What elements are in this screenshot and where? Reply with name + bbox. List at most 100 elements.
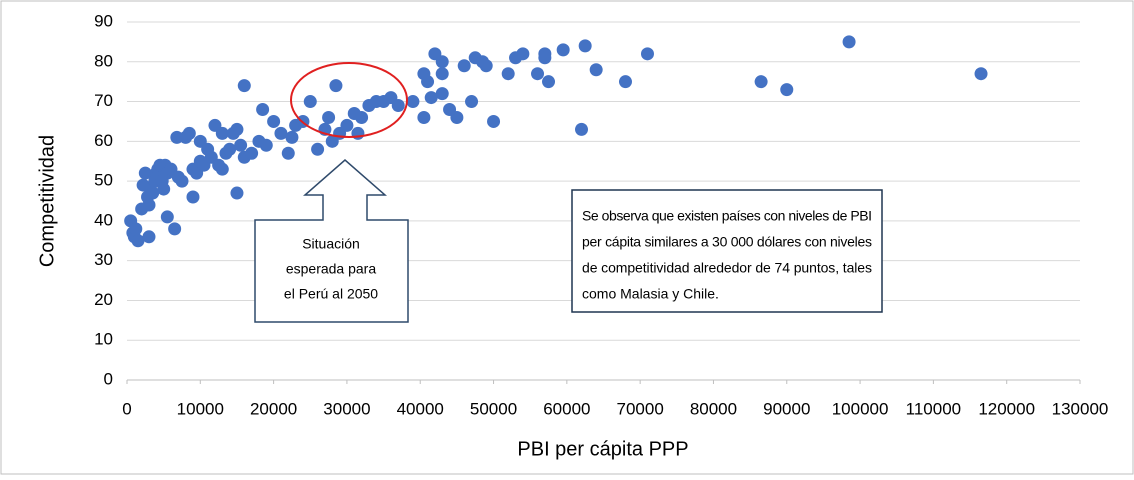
point	[479, 59, 493, 73]
y-tick-label: 30	[94, 250, 113, 269]
callout-text: esperada para	[286, 261, 377, 277]
point	[186, 190, 200, 204]
x-tick-label: 110000	[906, 399, 961, 418]
point	[142, 198, 156, 212]
point	[234, 138, 248, 152]
point	[131, 234, 145, 248]
x-tick-label: 90000	[763, 399, 810, 418]
point	[780, 83, 794, 97]
point	[329, 79, 343, 93]
x-tick-label: 100000	[832, 399, 889, 418]
point	[146, 186, 160, 200]
note-box	[571, 189, 883, 313]
point	[351, 126, 365, 140]
point	[542, 75, 556, 89]
point	[160, 210, 174, 224]
point	[501, 67, 515, 81]
point	[175, 174, 189, 188]
x-tick-label: 50000	[470, 399, 517, 418]
point	[285, 130, 299, 144]
y-tick-label: 20	[94, 290, 113, 309]
x-tick-label: 80000	[690, 399, 737, 418]
point	[406, 95, 420, 109]
point	[640, 47, 654, 61]
point	[842, 35, 856, 49]
point	[355, 110, 369, 124]
callout-text: el Perú al 2050	[284, 286, 378, 302]
point	[618, 75, 632, 89]
point	[974, 67, 988, 81]
point	[259, 138, 273, 152]
y-tick-label: 0	[104, 369, 113, 388]
point	[538, 51, 552, 65]
x-tick-label: 0	[122, 399, 131, 418]
point	[516, 47, 530, 61]
y-tick-label: 10	[94, 330, 113, 349]
y-tick-label: 90	[94, 11, 113, 30]
point	[556, 43, 570, 57]
x-tick-label: 40000	[397, 399, 444, 418]
point	[281, 146, 295, 160]
point	[245, 146, 259, 160]
point	[435, 87, 449, 101]
y-tick-label: 80	[94, 51, 113, 70]
point	[311, 142, 325, 156]
point	[322, 110, 336, 124]
point	[340, 118, 354, 132]
point	[138, 166, 152, 180]
point	[435, 55, 449, 69]
point	[215, 126, 229, 140]
point	[435, 67, 449, 81]
point	[417, 110, 431, 124]
x-tick-label: 130000	[1052, 399, 1109, 418]
note-text: Se observa que existen países con nivele…	[582, 208, 872, 224]
point	[267, 114, 281, 128]
point	[129, 222, 143, 236]
point	[465, 95, 479, 109]
point	[230, 122, 244, 136]
x-tick-label: 30000	[323, 399, 370, 418]
point	[421, 75, 435, 89]
point	[215, 162, 229, 176]
point	[168, 222, 182, 236]
callout-box	[254, 159, 409, 323]
point	[578, 39, 592, 53]
x-tick-label: 10000	[177, 399, 224, 418]
x-tick-label: 70000	[617, 399, 664, 418]
x-tick-label: 120000	[978, 399, 1035, 418]
point	[274, 126, 288, 140]
note-text: como Malasia y Chile.	[582, 286, 719, 302]
point	[457, 59, 471, 73]
point	[531, 67, 545, 81]
point	[754, 75, 768, 89]
note-text: de competitividad alrededor de 74 puntos…	[582, 260, 872, 276]
point	[237, 79, 251, 93]
point	[223, 142, 237, 156]
note-text: per cápita similares a 30 000 dólares co…	[582, 234, 872, 250]
point	[575, 122, 589, 136]
y-axis-title: Competitividad	[36, 135, 58, 267]
x-tick-label: 20000	[250, 399, 297, 418]
point	[157, 182, 171, 196]
point	[589, 63, 603, 77]
y-tick-label: 60	[94, 131, 113, 150]
y-tick-label: 40	[94, 210, 113, 229]
x-tick-label: 60000	[543, 399, 590, 418]
callout-text: Situación	[302, 236, 360, 252]
point	[424, 91, 438, 105]
point	[487, 114, 501, 128]
y-tick-label: 70	[94, 91, 113, 110]
point	[230, 186, 244, 200]
x-axis-title: PBI per cápita PPP	[517, 438, 688, 460]
point	[256, 103, 270, 117]
highlight-ellipse	[290, 62, 408, 138]
point	[450, 110, 464, 124]
y-tick-label: 50	[94, 171, 113, 190]
point	[391, 99, 405, 113]
point	[182, 126, 196, 140]
grid	[126, 21, 1081, 384]
point	[142, 230, 156, 244]
point	[303, 95, 317, 109]
